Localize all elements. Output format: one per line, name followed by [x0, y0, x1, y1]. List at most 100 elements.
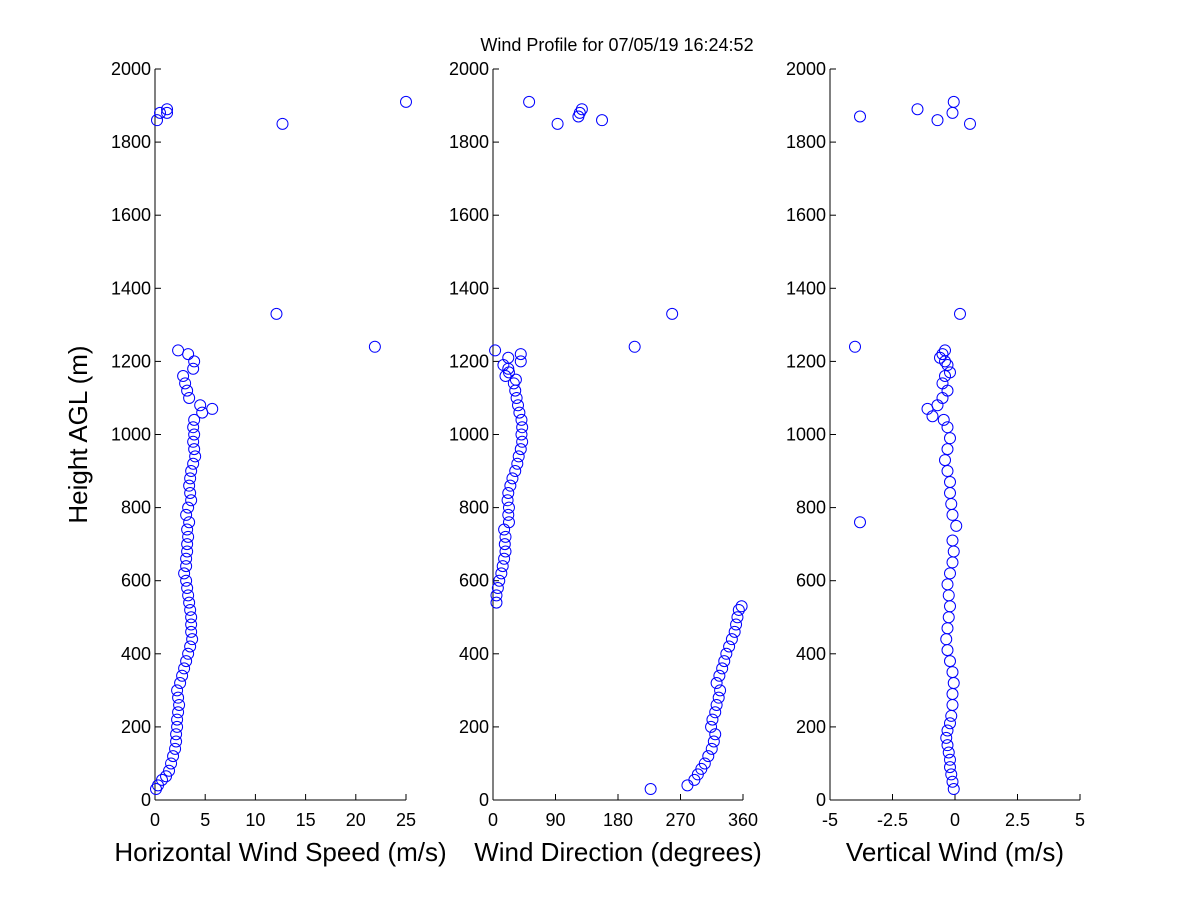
direction-data-point: [725, 633, 738, 646]
speed-data-point: [171, 720, 184, 733]
speed-data-point: [184, 472, 197, 485]
direction-data-point: [514, 443, 527, 456]
vertical-data-point: [947, 95, 960, 108]
speed-y-tick-label: 1000: [111, 425, 151, 445]
direction-data-point: [728, 625, 741, 638]
direction-data-point: [709, 728, 722, 741]
direction-data-point: [705, 742, 718, 755]
speed-data-point: [156, 773, 169, 786]
speed-data-point: [183, 516, 196, 529]
direction-data-point: [720, 647, 733, 660]
speed-data-point: [179, 377, 192, 390]
speed-data-point: [180, 560, 193, 573]
speed-data-point: [187, 421, 200, 434]
direction-y-tick-label: 2000: [449, 59, 489, 79]
vertical-data-point: [964, 117, 976, 130]
vertical-data-point: [950, 519, 963, 532]
direction-data-point: [732, 603, 745, 616]
figure-title: Wind Profile for 07/05/19 16:24:52: [480, 35, 753, 55]
vertical-data-point: [941, 359, 954, 372]
vertical-x-tick-label: 0: [950, 810, 960, 830]
direction-data-point: [490, 589, 503, 602]
speed-data-point: [187, 457, 200, 470]
vertical-data-point: [849, 340, 861, 353]
speed-data-point: [188, 428, 201, 441]
direction-data-point: [502, 501, 515, 514]
speed-x-tick-label: 15: [296, 810, 316, 830]
direction-data-point: [504, 479, 517, 492]
direction-data-point: [489, 344, 502, 357]
direction-y-tick-label: 200: [459, 717, 489, 737]
direction-y-tick-label: 1400: [449, 278, 489, 298]
vertical-data-point: [946, 775, 959, 788]
vertical-x-tick-label: -5: [822, 810, 838, 830]
direction-data-point: [710, 677, 723, 690]
vertical-y-tick-label: 1800: [786, 132, 826, 152]
speed-data-point: [185, 625, 198, 638]
vertical-data-point: [946, 666, 959, 679]
direction-y-tick-label: 1200: [449, 351, 489, 371]
direction-data-point: [506, 472, 519, 485]
direction-data-point: [509, 373, 522, 386]
vertical-y-tick-label: 200: [796, 717, 826, 737]
direction-data-point: [514, 355, 527, 368]
speed-data-point: [172, 344, 185, 357]
direction-data-point: [730, 618, 743, 631]
vertical-data-point: [944, 655, 956, 668]
speed-data-point: [160, 770, 173, 783]
vertical-data-point: [941, 443, 954, 456]
vertical-data-point: [942, 746, 955, 759]
speed-data-point: [194, 399, 207, 412]
vertical-data-point: [941, 724, 954, 737]
direction-data-point: [514, 348, 527, 361]
speed-x-tick-label: 25: [396, 810, 416, 830]
speed-data-point: [185, 494, 198, 507]
speed-y-tick-label: 200: [121, 717, 151, 737]
direction-data-point: [509, 465, 522, 478]
direction-data-point: [502, 516, 515, 529]
direction-data-point: [490, 596, 503, 609]
direction-data-point: [575, 103, 588, 116]
direction-data-point: [511, 457, 524, 470]
vertical-y-tick-label: 0: [816, 790, 826, 810]
direction-data-point: [499, 530, 512, 543]
vertical-data-point: [947, 783, 960, 796]
vertical-data-point: [936, 377, 949, 390]
speed-data-point: [178, 567, 191, 580]
vertical-data-point: [911, 103, 924, 116]
direction-data-point: [731, 611, 744, 624]
speed-data-point: [170, 735, 183, 748]
direction-y-tick-label: 1800: [449, 132, 489, 152]
speed-data-point: [180, 508, 193, 521]
vertical-data-point: [954, 307, 966, 320]
direction-data-point: [666, 307, 679, 320]
speed-y-tick-label: 400: [121, 644, 151, 664]
vertical-x-tick-label: 5: [1075, 810, 1085, 830]
direction-y-tick-label: 0: [479, 790, 489, 810]
speed-data-point: [180, 552, 193, 565]
speed-y-tick-label: 600: [121, 571, 151, 591]
speed-data-point: [182, 589, 195, 602]
direction-data-point: [710, 698, 723, 711]
speed-data-point: [185, 611, 198, 624]
speed-y-axis-label: Height AGL (m): [63, 345, 93, 523]
speed-y-tick-label: 2000: [111, 59, 151, 79]
direction-data-point: [502, 508, 515, 521]
speed-data-point: [189, 450, 202, 463]
speed-y-tick-label: 1800: [111, 132, 151, 152]
direction-x-tick-label: 360: [728, 810, 758, 830]
vertical-data-point: [940, 731, 953, 744]
direction-data-point: [706, 713, 719, 726]
speed-y-tick-label: 1200: [111, 351, 151, 371]
speed-data-point: [182, 647, 195, 660]
speed-data-point: [176, 669, 189, 682]
vertical-y-tick-label: 800: [796, 498, 826, 518]
vertical-y-tick-label: 2000: [786, 59, 826, 79]
vertical-y-tick-label: 1400: [786, 278, 826, 298]
speed-data-point: [206, 402, 219, 415]
speed-data-point: [187, 362, 200, 375]
vertical-data-point: [944, 761, 956, 774]
speed-x-tick-label: 10: [245, 810, 265, 830]
